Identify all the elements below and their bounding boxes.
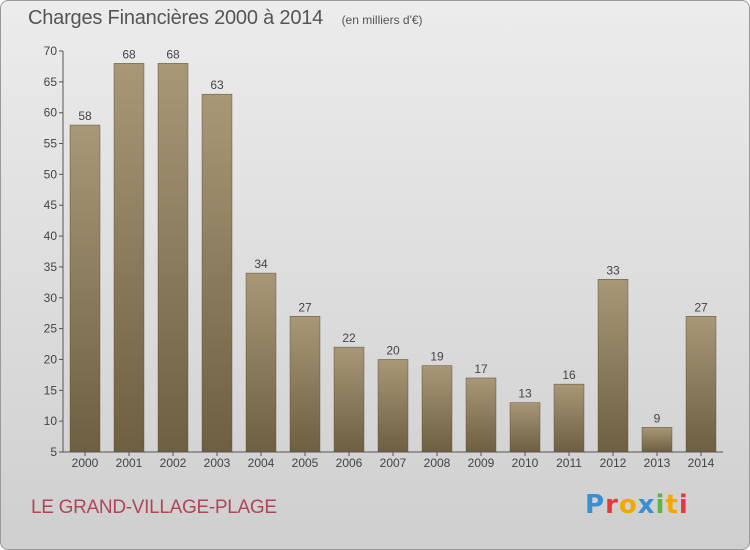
x-axis: 2000 2001 2002 2003 2004 2005 2006 2007 2008 2009… [63,451,723,470]
y-tick-label: 60 [44,106,58,120]
y-tick-label: 15 [44,383,58,397]
logo-letter: P [585,490,606,520]
bar-value-label: 20 [386,343,400,357]
x-tick-label: 2001 [116,456,143,470]
bar-2013 [641,427,673,453]
bar-value-label: 22 [342,331,356,345]
x-tick-label: 2002 [160,456,187,470]
bar-value-label: 58 [78,109,92,123]
y-tick-label: 30 [44,291,58,305]
bar-value-label: 63 [210,78,224,92]
bar-value-label: 19 [430,350,444,364]
bar-2008 [421,365,453,453]
proxiti-logo: Proxiti [585,490,689,520]
logo-letter: t [665,490,679,520]
x-tick-label: 2006 [336,456,363,470]
bar-2002 [157,63,189,453]
bar-2010 [509,402,541,453]
x-tick-label: 2013 [644,456,671,470]
y-tick-label: 10 [44,414,58,428]
bar-value-label: 13 [518,387,532,401]
bar-value-label: 16 [562,368,576,382]
bar-value-label: 27 [694,300,708,314]
chart-title: Charges Financières 2000 à 2014 [28,7,324,29]
bar-value-label: 68 [122,47,136,61]
bar-2009 [465,377,497,453]
bar-2014 [685,316,717,453]
x-tick-label: 2009 [468,456,495,470]
y-tick-label: 70 [44,44,58,58]
x-tick-label: 2008 [424,456,451,470]
logo-letter: r [605,490,619,520]
bars-group: 58 68 68 63 34 27 22 20 19 17 13 16 33 9 27 [69,47,717,453]
y-tick-label: 40 [44,229,58,243]
bar-value-label: 27 [298,300,312,314]
y-tick-label: 45 [44,198,58,212]
y-tick-label: 35 [44,260,58,274]
bar-value-label: 17 [474,362,488,376]
logo-letter: i [678,490,689,520]
y-tick-label: 50 [44,167,58,181]
y-tick-label: 65 [44,75,58,89]
commune-name: LE GRAND-VILLAGE-PLAGE [31,497,277,518]
y-tick-label: 20 [44,352,58,366]
x-tick-label: 2004 [248,456,275,470]
bar-2005 [289,316,321,453]
x-tick-label: 2011 [556,456,582,470]
bar-2001 [113,63,145,453]
x-tick-label: 2000 [72,456,99,470]
y-tick-label: 55 [44,137,58,151]
bar-2000 [69,124,101,453]
bar-2004 [245,272,277,453]
bar-value-label: 68 [166,47,180,61]
y-tick-label: 25 [44,322,58,336]
y-tick-label: 5 [50,445,57,459]
logo-letter: i [655,490,666,520]
bar-value-label: 33 [606,263,620,277]
x-tick-label: 2012 [600,456,627,470]
title-row: Charges Financières 2000 à 2014 (en mill… [28,7,423,30]
bar-2011 [553,383,585,453]
x-tick-label: 2010 [512,456,539,470]
bar-value-label: 34 [254,257,268,271]
y-axis: 5 10 15 20 25 30 35 40 45 50 55 60 65 70 [44,44,64,459]
logo-letter: o [618,490,638,520]
bar-2003 [201,93,233,453]
bar-2007 [377,359,409,453]
bar-2012 [597,279,629,453]
logo-letter: x [637,490,656,520]
chart-unit: (en milliers d'€) [341,13,423,27]
bar-2006 [333,346,365,453]
x-tick-label: 2003 [204,456,231,470]
x-tick-label: 2007 [380,456,407,470]
x-tick-label: 2005 [292,456,319,470]
x-tick-label: 2014 [688,456,715,470]
bar-value-label: 9 [654,411,661,425]
